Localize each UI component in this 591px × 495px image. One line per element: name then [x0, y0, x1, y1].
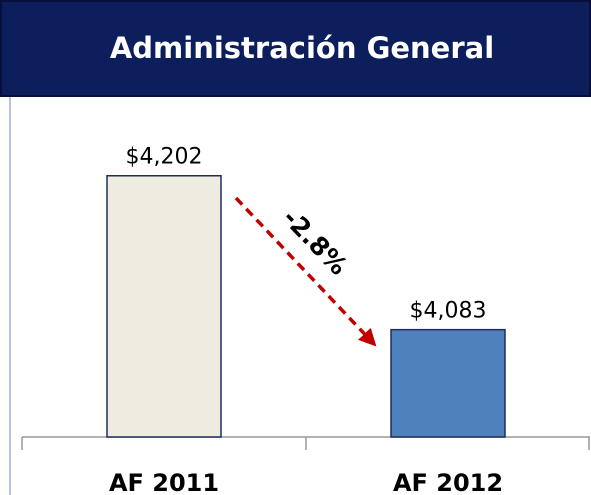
x-tick-label: AF 2011 [109, 469, 219, 495]
x-tick-label: AF 2012 [393, 469, 503, 495]
value-label: $4,083 [410, 299, 487, 324]
bar [106, 174, 222, 438]
change-annotation: -2.8% [277, 203, 353, 280]
bar [390, 328, 506, 438]
value-label: $4,202 [126, 145, 203, 170]
chart-title: Administración General [110, 31, 494, 65]
title-banner [0, 0, 591, 97]
change-arrow [234, 196, 377, 347]
